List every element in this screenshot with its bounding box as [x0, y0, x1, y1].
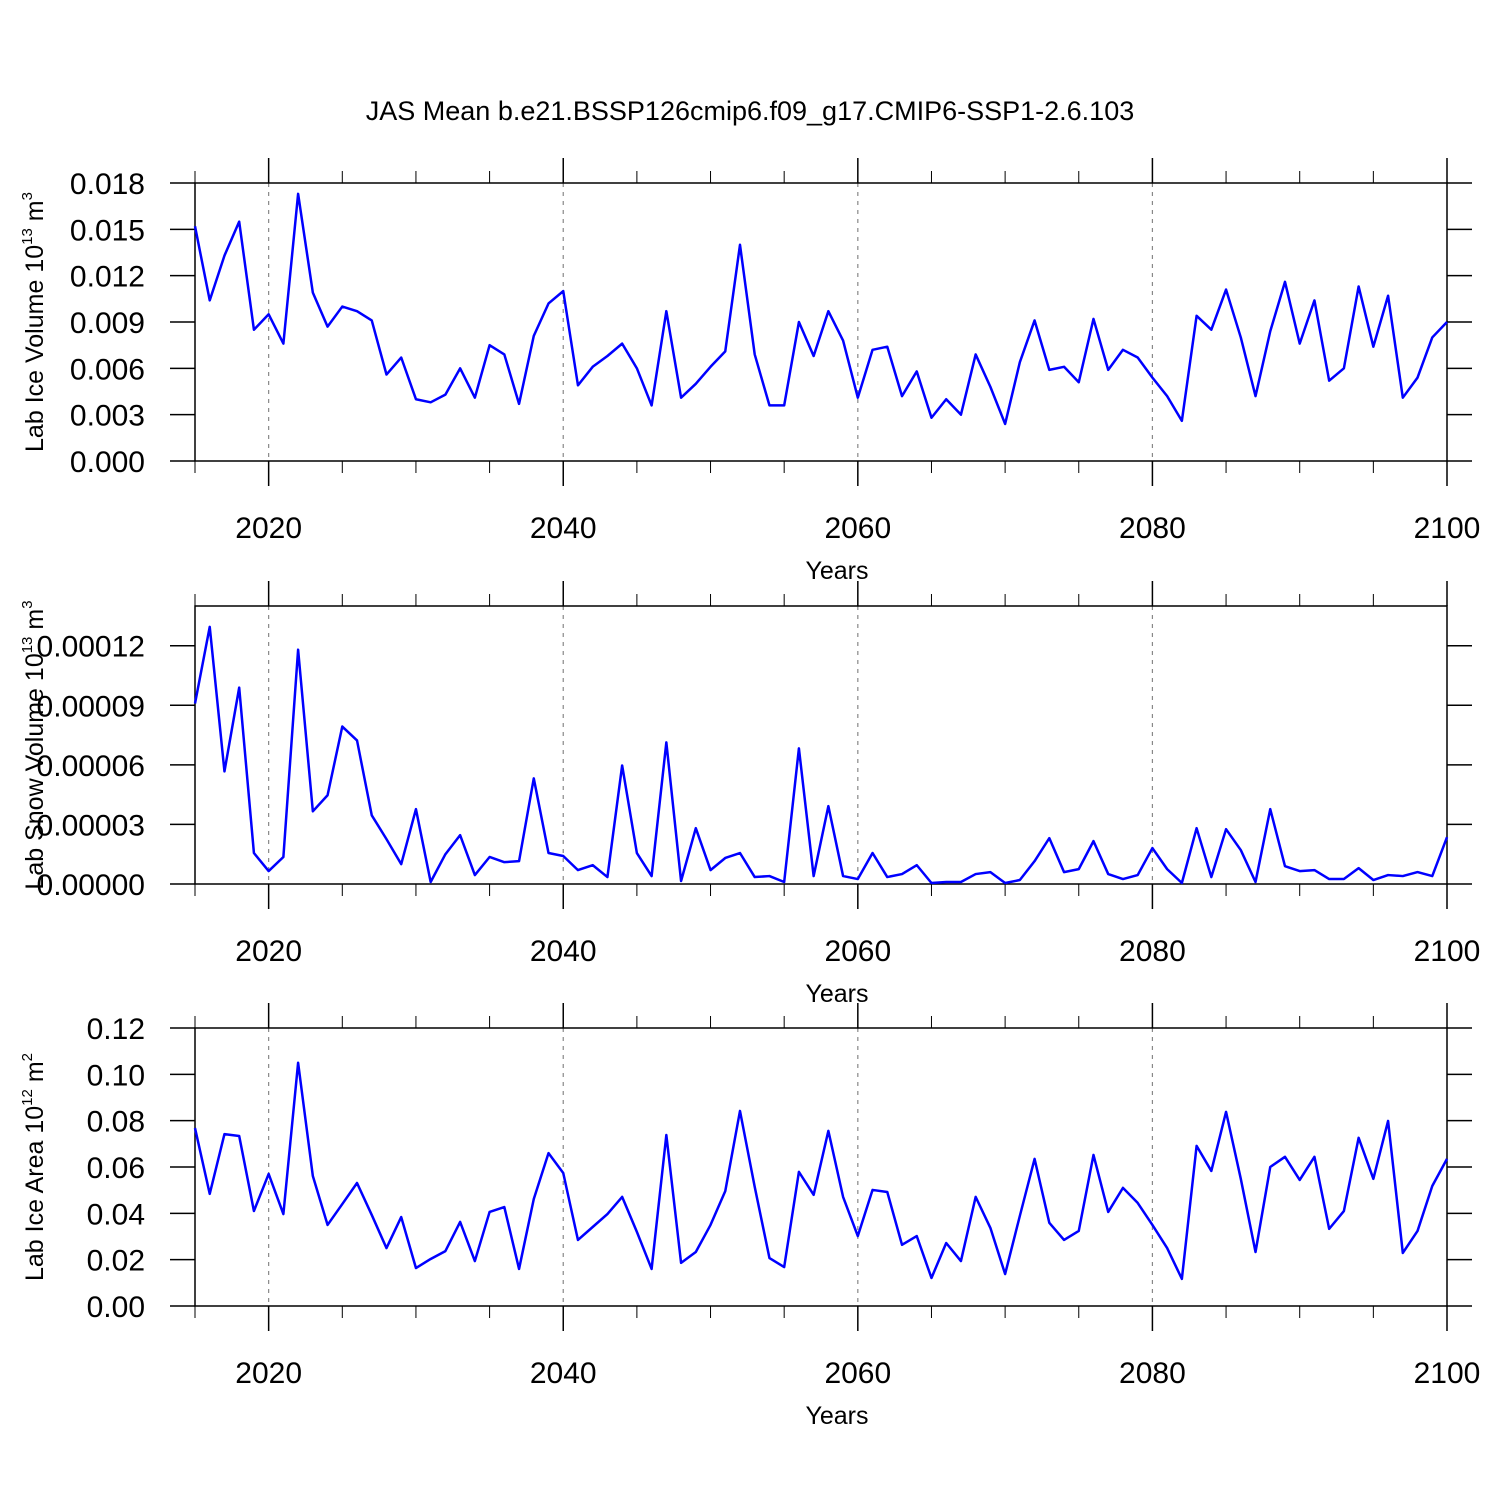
y-axis-label-unit: m [21, 200, 49, 221]
x-tick-label: 2040 [530, 512, 597, 545]
plot-frame [194, 182, 1448, 462]
x-tick-label: 2040 [530, 1357, 597, 1390]
x-tick-label: 2020 [235, 1357, 302, 1390]
y-axis-label-unit-exponent: 2 [19, 1053, 36, 1061]
data-line [193, 1061, 1449, 1281]
y-axis-label-text: Lab Ice Volume 10 [21, 245, 49, 452]
y-tick-label: 0.12 [87, 1013, 145, 1046]
data-line [193, 625, 1449, 885]
y-axis-label: Lab Ice Area 1012 m2 [19, 1053, 49, 1281]
y-tick-label: 0.018 [70, 168, 145, 201]
y-axis-label-unit-exponent: 3 [19, 600, 36, 608]
y-tick-label: 0.00 [87, 1291, 145, 1324]
x-tick-label: 2060 [824, 512, 891, 545]
x-tick-label: 2020 [235, 512, 302, 545]
y-tick-label: 0.000 [70, 446, 145, 479]
y-axis-label: Lab Ice Volume 1013 m3 [19, 192, 49, 452]
y-axis-label-exponent: 12 [19, 1089, 36, 1106]
y-tick-label: 0.04 [87, 1198, 145, 1231]
y-tick-label: 0.10 [87, 1059, 145, 1092]
x-tick-label: 2080 [1119, 1357, 1186, 1390]
y-axis-label-unit-exponent: 3 [19, 192, 36, 200]
y-tick-label: 0.003 [70, 400, 145, 433]
y-tick-label: 0.02 [87, 1245, 145, 1278]
y-tick-label: 0.00009 [37, 690, 145, 723]
y-axis-label-text: Lab Ice Area 10 [21, 1106, 49, 1281]
x-tick-label: 2040 [530, 935, 597, 968]
y-tick-label: 0.015 [70, 214, 145, 247]
x-tick-label: 2100 [1414, 935, 1481, 968]
x-tick-label: 2060 [824, 1357, 891, 1390]
data-line [193, 192, 1448, 426]
y-axis-label-unit: m [21, 609, 49, 630]
x-tick-label: 2100 [1414, 1357, 1481, 1390]
y-tick-label: 0.006 [70, 353, 145, 386]
x-tick-label: 2020 [235, 935, 302, 968]
x-tick-label: 2100 [1414, 512, 1481, 545]
plot-frame [194, 605, 1448, 885]
x-axis-label: Years [805, 980, 868, 1008]
y-tick-label: 0.08 [87, 1106, 145, 1139]
chart-title: JAS Mean b.e21.BSSP126cmip6.f09_g17.CMIP… [366, 96, 1134, 126]
y-tick-label: 0.06 [87, 1152, 145, 1185]
y-tick-label: 0.009 [70, 307, 145, 340]
y-axis-label-text: Lab Snow Volume 10 [21, 653, 49, 889]
x-axis-label: Years [805, 1402, 868, 1430]
y-tick-label: 0.00012 [37, 631, 145, 664]
y-tick-label: 0.00006 [37, 750, 145, 783]
x-axis-label: Years [805, 557, 868, 585]
y-tick-label: 0.00000 [37, 869, 145, 902]
y-tick-label: 0.012 [70, 261, 145, 294]
y-axis-label: Lab Snow Volume 1013 m3 [19, 600, 49, 889]
x-tick-label: 2060 [824, 935, 891, 968]
y-axis-label-exponent: 13 [19, 637, 36, 654]
y-axis-label-exponent: 13 [19, 228, 36, 245]
y-tick-label: 0.00003 [37, 809, 145, 842]
y-axis-label-unit: m [21, 1061, 49, 1082]
x-tick-label: 2080 [1119, 512, 1186, 545]
x-tick-label: 2080 [1119, 935, 1186, 968]
